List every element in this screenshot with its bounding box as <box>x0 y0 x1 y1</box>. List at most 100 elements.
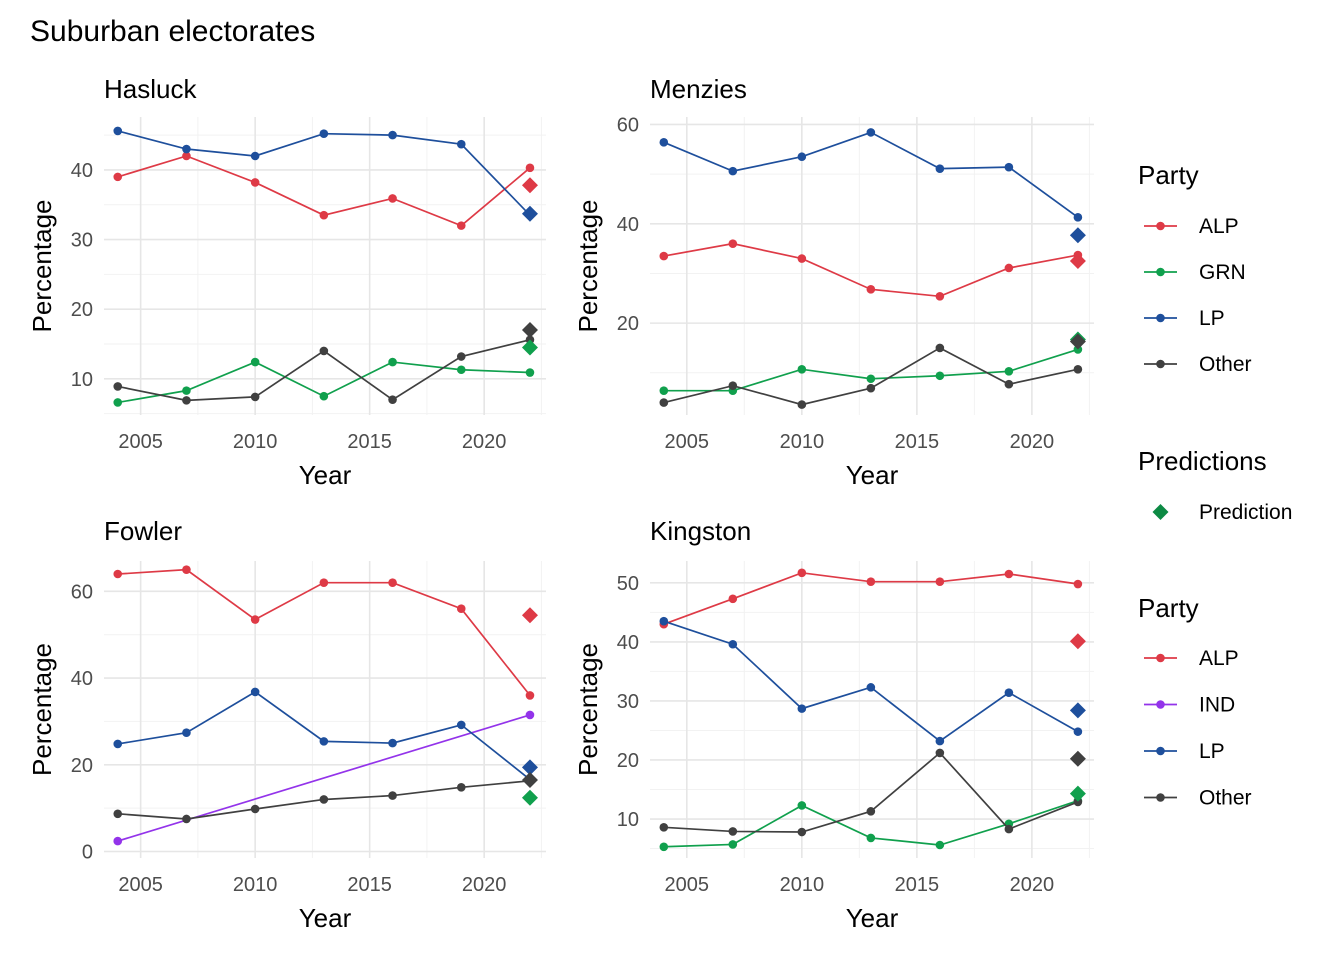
legend-label: IND <box>1199 694 1235 717</box>
data-point <box>113 809 123 819</box>
data-point <box>525 710 535 720</box>
series-alp <box>659 568 1083 629</box>
data-point <box>456 365 466 375</box>
figure-title: Suburban electorates <box>30 15 315 48</box>
data-point <box>1004 162 1014 172</box>
data-point <box>1073 797 1083 807</box>
panel-title: Hasluck <box>104 74 197 104</box>
series-line <box>663 751 1079 833</box>
data-point <box>113 398 123 407</box>
x-tick-label: 2010 <box>233 431 278 453</box>
data-point <box>728 166 738 176</box>
data-point <box>113 569 123 579</box>
legend-label: LP <box>1199 307 1225 330</box>
data-point <box>113 836 123 846</box>
data-point <box>182 386 191 395</box>
y-tick-label: 30 <box>71 230 93 252</box>
data-point <box>319 346 329 356</box>
panel-hasluck: 2005 2010 2015 2020 10 20 30 40 Year Percentage Ha… <box>27 74 546 490</box>
series-lp <box>659 616 1083 746</box>
data-point <box>866 374 876 384</box>
series-lp <box>113 126 535 220</box>
prediction-marker-other <box>1069 750 1086 767</box>
x-tick-label: 2005 <box>118 431 163 453</box>
y-tick-label: 40 <box>71 668 93 690</box>
data-point <box>1004 263 1014 273</box>
y-axis-label: Percentage <box>27 643 57 776</box>
y-tick-label: 20 <box>71 299 93 321</box>
data-point <box>935 736 945 746</box>
legend-label: Other <box>1199 353 1252 376</box>
data-point <box>319 210 329 220</box>
y-tick-label: 20 <box>617 313 639 335</box>
data-point <box>182 814 191 824</box>
legend-key-point <box>1156 221 1165 231</box>
panels: 2005 2010 2015 20 2010 20 30 40 Year Percentage Ha… <box>27 74 1094 933</box>
gridlines <box>104 117 546 415</box>
data-point <box>728 594 738 604</box>
data-point <box>250 687 260 697</box>
legend-label: ALP <box>1199 215 1239 238</box>
legend-label: Prediction <box>1199 501 1292 524</box>
data-point <box>456 783 466 792</box>
data-point <box>113 126 123 136</box>
panel-title: Menzies <box>650 74 747 104</box>
data-point <box>388 130 397 140</box>
data-point <box>388 578 397 587</box>
series-line <box>117 568 531 696</box>
legend-key-point <box>1156 653 1165 663</box>
legend-key-point <box>1156 313 1165 323</box>
x-axis-label: Year <box>299 903 352 933</box>
series-lp <box>659 128 1083 222</box>
data-point <box>728 239 738 248</box>
x-tick-label: 2015 <box>347 874 392 896</box>
prediction-marker-lp <box>521 759 538 776</box>
x-tick-label: 2015 <box>347 431 392 453</box>
data-point <box>659 822 669 832</box>
data-point <box>250 615 260 624</box>
data-point <box>319 391 329 401</box>
data-point <box>659 398 669 407</box>
data-point <box>319 737 329 746</box>
data-point <box>1073 365 1083 374</box>
y-axis-label: Percentage <box>27 200 57 333</box>
data-point <box>456 604 466 613</box>
data-point <box>659 616 669 626</box>
data-point <box>250 151 260 161</box>
x-tick-label: 2005 <box>665 431 710 453</box>
series-grn <box>659 796 1083 852</box>
data-point <box>113 172 123 182</box>
legend-item-other: Other <box>1144 353 1252 376</box>
series-other <box>113 776 535 824</box>
y-tick-label: 20 <box>617 750 639 772</box>
x-tick-label: 2020 <box>1010 431 1055 453</box>
y-tick-label: 60 <box>71 581 93 603</box>
panel-fowler: 2005 2010 2015 2020 0 20 40 60 Year Percentage Fow… <box>27 516 546 933</box>
series-other <box>659 748 1083 837</box>
data-point <box>797 400 807 409</box>
series-other <box>659 343 1083 409</box>
series-alp <box>113 151 535 230</box>
x-tick-label: 2010 <box>780 874 825 896</box>
data-point <box>866 833 876 843</box>
predictions <box>1069 227 1086 350</box>
legend-label: LP <box>1199 740 1225 763</box>
prediction-marker-lp <box>1069 702 1086 719</box>
y-tick-label: 60 <box>617 114 639 136</box>
data-point <box>935 343 945 353</box>
data-point <box>866 128 876 137</box>
gridlines <box>650 117 1094 415</box>
data-point <box>319 129 329 139</box>
data-point <box>182 728 191 737</box>
legend-title: Party <box>1138 160 1199 190</box>
data-point <box>797 254 807 263</box>
gridlines <box>650 561 1094 858</box>
legend-label: GRN <box>1199 261 1246 284</box>
prediction-marker-grn <box>521 789 538 806</box>
legend-key-point <box>1156 793 1165 802</box>
series-line <box>117 690 531 781</box>
data-point <box>182 144 191 154</box>
data-point <box>935 291 945 301</box>
data-point <box>797 365 807 374</box>
series-line <box>663 131 1079 219</box>
